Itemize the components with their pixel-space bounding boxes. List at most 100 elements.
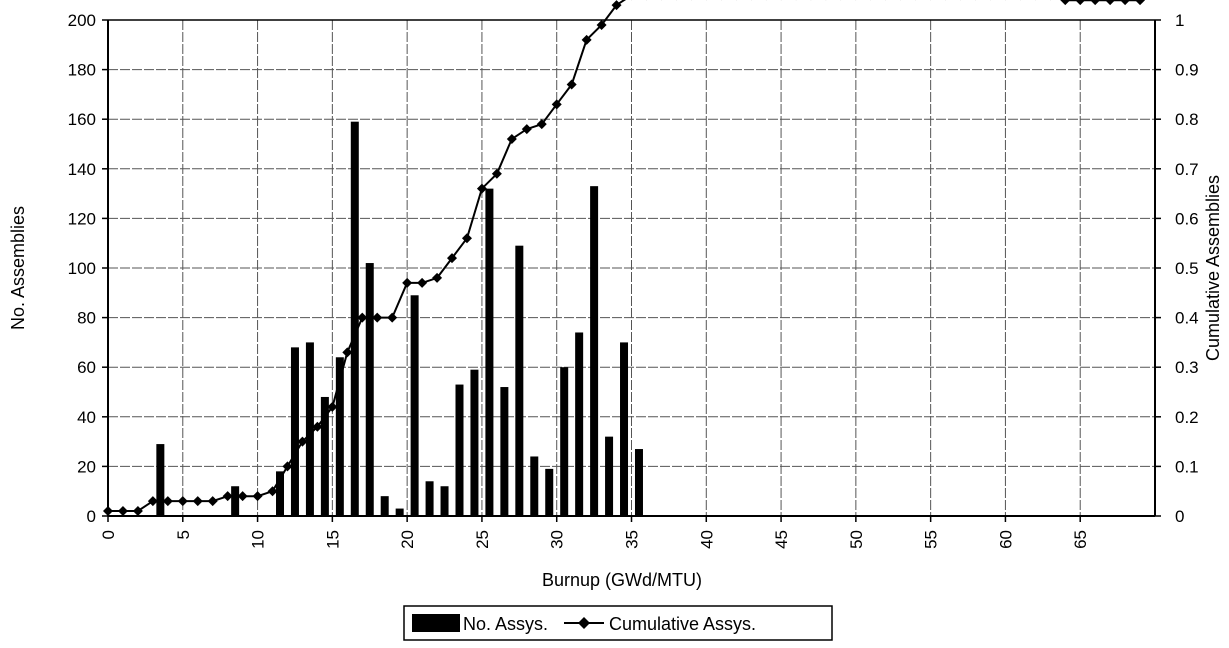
diamond-point xyxy=(447,253,458,264)
diamond-point xyxy=(1120,0,1131,6)
bar xyxy=(305,342,314,516)
bar xyxy=(575,332,584,516)
diamond-point xyxy=(312,421,323,432)
y-tick-label: 100 xyxy=(68,259,96,278)
x-tick-label: 5 xyxy=(174,530,193,539)
diamond-point xyxy=(357,312,368,323)
bar xyxy=(560,367,569,516)
x-tick-label: 0 xyxy=(99,530,118,539)
diamond-point xyxy=(117,506,128,517)
cumulative-line xyxy=(108,0,1140,512)
diamond-point xyxy=(521,124,532,135)
y2-tick-label: 0.6 xyxy=(1175,209,1199,228)
y-tick-label: 40 xyxy=(77,408,96,427)
y2-tick-label: 0.4 xyxy=(1175,309,1199,328)
legend-bar-label: No. Assys. xyxy=(463,614,548,634)
y-tick-label: 60 xyxy=(77,358,96,377)
x-tick-label: 25 xyxy=(473,530,492,549)
legend-box xyxy=(403,605,833,641)
diamond-point xyxy=(432,272,443,283)
y2-tick-label: 0.5 xyxy=(1175,259,1199,278)
y-tick-label: 200 xyxy=(68,11,96,30)
x-tick-label: 65 xyxy=(1071,530,1090,549)
diamond-point xyxy=(506,134,517,145)
diamond-point xyxy=(581,34,592,45)
bar xyxy=(335,357,344,516)
y2-tick-label: 0.7 xyxy=(1175,160,1199,179)
y2-tick-label: 0.2 xyxy=(1175,408,1199,427)
tick-labels: 02040608010012014016018020000.10.20.30.4… xyxy=(68,11,1199,549)
y-tick-label: 160 xyxy=(68,110,96,129)
bar xyxy=(320,396,329,516)
y-tick-label: 0 xyxy=(87,507,96,526)
diamond-point xyxy=(192,496,203,507)
bar xyxy=(605,436,614,516)
diamond-point xyxy=(222,491,233,502)
diamond-point xyxy=(461,233,472,244)
bar xyxy=(380,496,389,516)
diamond-point xyxy=(237,491,248,502)
x-tick-label: 55 xyxy=(922,530,941,549)
legend-line-label: Cumulative Assys. xyxy=(609,614,756,634)
axes xyxy=(102,19,1161,522)
diamond-point xyxy=(596,19,607,30)
y2-tick-label: 0.3 xyxy=(1175,358,1199,377)
y-tick-label: 20 xyxy=(77,457,96,476)
diamond-point xyxy=(611,0,622,11)
diamond-point xyxy=(162,496,173,507)
bar xyxy=(500,387,509,516)
x-tick-label: 40 xyxy=(697,530,716,549)
diamond-point xyxy=(417,277,428,288)
diamond-point xyxy=(132,506,143,517)
bar xyxy=(545,468,554,516)
diamond-point xyxy=(147,496,158,507)
x-tick-label: 10 xyxy=(249,530,268,549)
bar-series xyxy=(156,121,643,517)
legend-bar-swatch xyxy=(412,614,460,632)
diamond-point xyxy=(402,277,413,288)
x-tick-label: 15 xyxy=(323,530,342,549)
legend-diamond-marker xyxy=(578,617,590,629)
diamond-point xyxy=(372,312,383,323)
x-tick-label: 50 xyxy=(847,530,866,549)
diamond-point xyxy=(267,486,278,497)
bar xyxy=(410,295,419,516)
diamond-point xyxy=(476,183,487,194)
y-axis-title: No. Assemblies xyxy=(8,206,28,330)
y2-tick-label: 0.8 xyxy=(1175,110,1199,129)
bar xyxy=(455,384,464,516)
bar xyxy=(395,508,404,516)
diamond-point xyxy=(566,79,577,90)
diamond-point xyxy=(1105,0,1116,6)
bar xyxy=(276,471,285,516)
bar xyxy=(590,186,599,516)
diamond-point xyxy=(1135,0,1146,6)
y2-tick-label: 0.9 xyxy=(1175,61,1199,80)
y2-tick-label: 0.1 xyxy=(1175,457,1199,476)
diamond-point xyxy=(252,491,263,502)
bar xyxy=(620,342,629,516)
y-tick-label: 80 xyxy=(77,309,96,328)
x-axis-title: Burnup (GWd/MTU) xyxy=(542,570,702,590)
y2-tick-label: 0 xyxy=(1175,507,1184,526)
bar xyxy=(634,449,643,516)
x-tick-label: 60 xyxy=(996,530,1015,549)
bar xyxy=(530,456,539,516)
cumulative-line-series xyxy=(103,0,1146,517)
y2-axis-title: Cumulative Assemblies xyxy=(1203,175,1223,361)
bar xyxy=(470,369,479,516)
x-tick-label: 20 xyxy=(398,530,417,549)
bar xyxy=(515,245,524,516)
grid-lines xyxy=(108,19,1155,516)
y-tick-label: 180 xyxy=(68,61,96,80)
bar xyxy=(290,347,299,516)
diamond-point xyxy=(177,496,188,507)
diamond-point xyxy=(297,436,308,447)
diamond-point xyxy=(342,347,353,358)
x-tick-label: 35 xyxy=(623,530,642,549)
bar xyxy=(365,263,374,516)
diamond-point xyxy=(551,99,562,110)
diamond-point xyxy=(207,496,218,507)
diamond-point xyxy=(536,119,547,130)
bar xyxy=(350,121,359,517)
